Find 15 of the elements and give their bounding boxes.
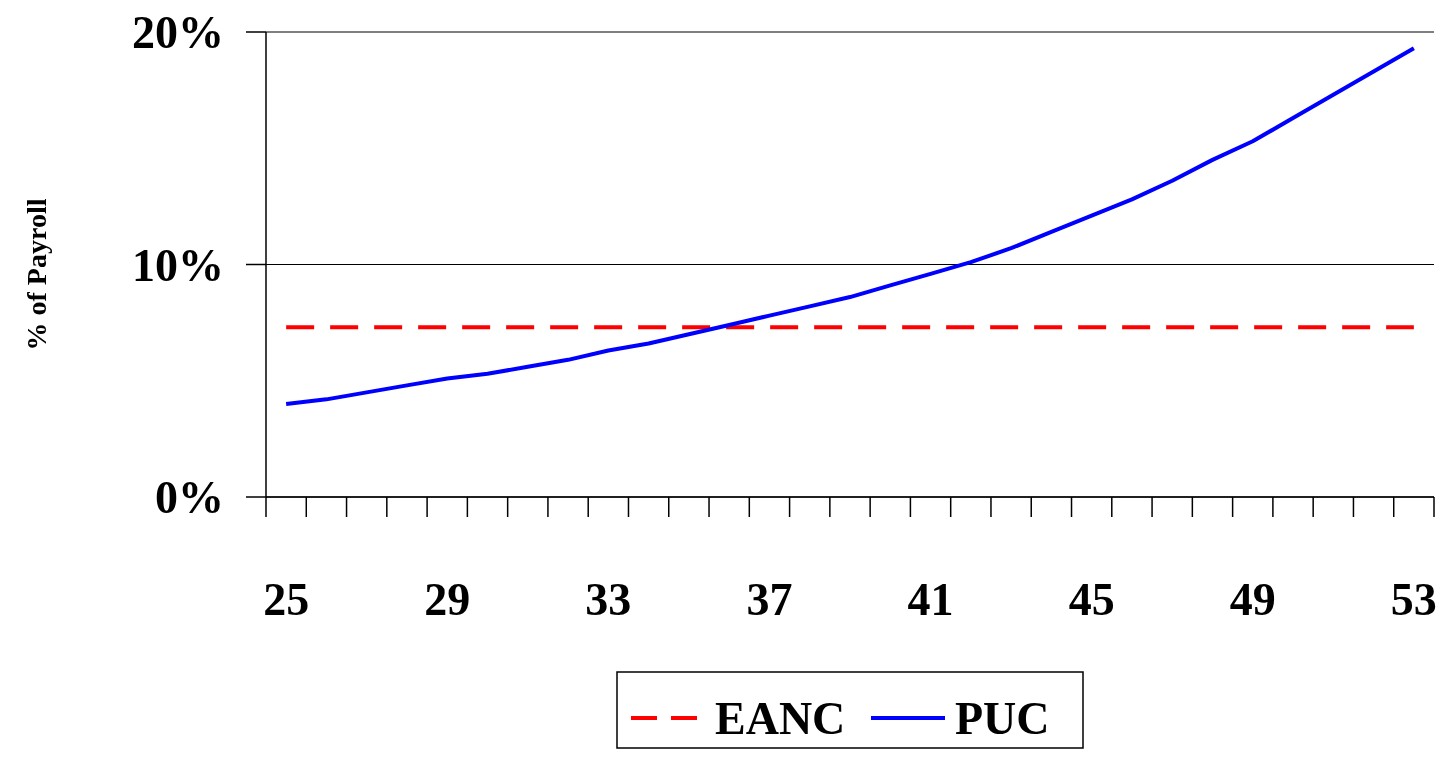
x-tick-label: 41 bbox=[907, 574, 954, 625]
x-tick-label: 33 bbox=[585, 574, 632, 625]
y-axis-title: % of Payroll bbox=[21, 198, 52, 351]
x-tick-label: 49 bbox=[1229, 574, 1276, 625]
x-tick-label: 53 bbox=[1390, 574, 1437, 625]
x-tick-label: 25 bbox=[263, 574, 310, 625]
x-tick-label: 45 bbox=[1068, 574, 1115, 625]
legend-label: PUC bbox=[955, 693, 1050, 745]
x-tick-label: 29 bbox=[424, 574, 471, 625]
y-tick-label: 20% bbox=[132, 7, 224, 59]
y-tick-label: 0% bbox=[155, 472, 224, 524]
legend-label: EANC bbox=[715, 693, 846, 745]
line-series bbox=[284, 46, 1416, 406]
x-tick-label: 37 bbox=[746, 574, 793, 625]
y-tick-label: 10% bbox=[132, 239, 224, 291]
